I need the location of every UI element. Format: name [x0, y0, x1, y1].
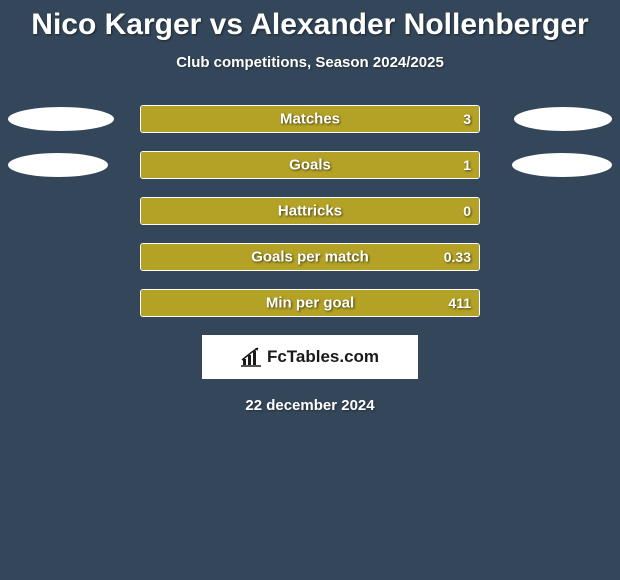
stat-bar-fill — [141, 244, 479, 270]
player-right-marker — [514, 107, 612, 131]
stat-bar-fill — [141, 152, 479, 178]
stats-list: Matches3 Goals1 Hattricks0 Goals per match0… — [0, 105, 620, 317]
stat-row: Goals per match0.33 — [0, 243, 620, 271]
snapshot-date: 22 december 2024 — [0, 397, 620, 414]
player-right-marker — [512, 153, 612, 177]
stat-row: Matches3 — [0, 105, 620, 133]
stat-bar-fill — [141, 198, 479, 224]
bar-chart-icon — [241, 347, 263, 367]
page-title: Nico Karger vs Alexander Nollenberger — [0, 8, 620, 42]
comparison-infographic: Nico Karger vs Alexander Nollenberger Cl… — [0, 0, 620, 414]
stat-row: Min per goal411 — [0, 289, 620, 317]
page-subtitle: Club competitions, Season 2024/2025 — [0, 54, 620, 71]
logo-text: FcTables.com — [267, 347, 379, 367]
stat-row: Hattricks0 — [0, 197, 620, 225]
player-left-marker — [8, 107, 114, 131]
player-left-marker — [8, 153, 108, 177]
stat-bar-fill — [141, 106, 479, 132]
stat-bar: Min per goal411 — [140, 289, 480, 317]
stat-row: Goals1 — [0, 151, 620, 179]
site-logo[interactable]: FcTables.com — [202, 335, 418, 379]
stat-bar-fill — [141, 290, 479, 316]
stat-bar: Hattricks0 — [140, 197, 480, 225]
stat-bar: Goals1 — [140, 151, 480, 179]
stat-bar: Goals per match0.33 — [140, 243, 480, 271]
stat-bar: Matches3 — [140, 105, 480, 133]
